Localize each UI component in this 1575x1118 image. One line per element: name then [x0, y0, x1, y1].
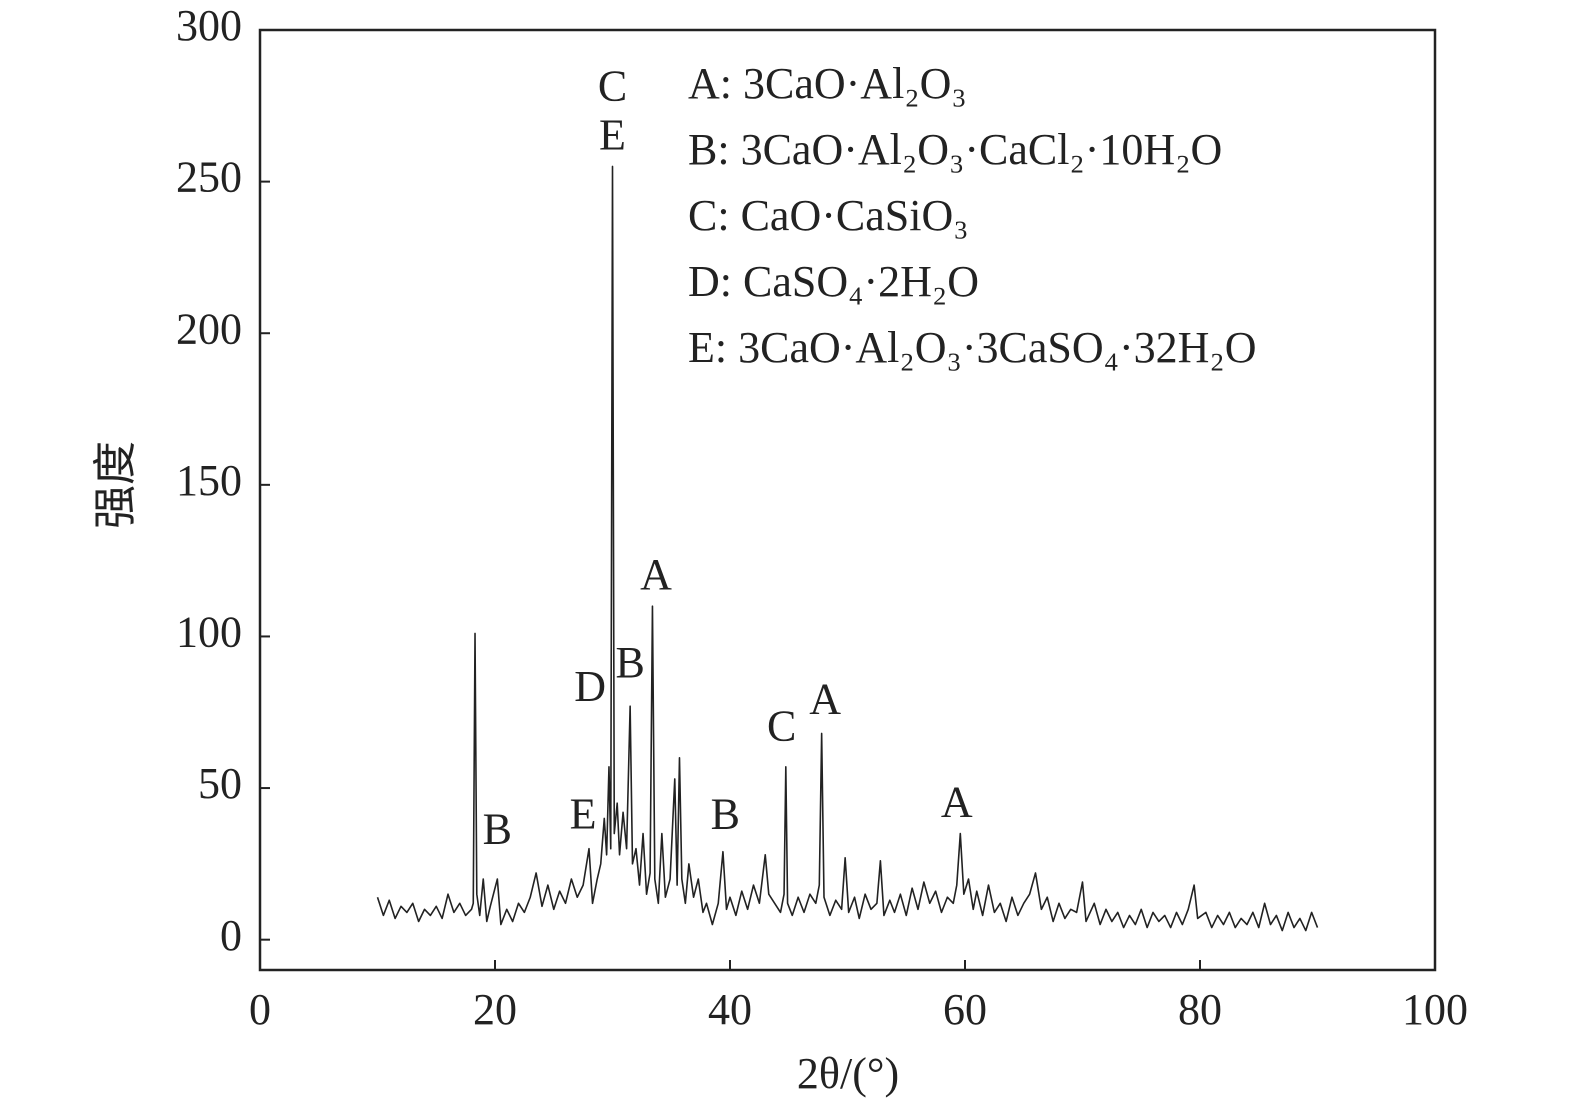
phase-legend: E: 3CaO·Al₂O₃·3CaSO₄·32H₂O: [688, 323, 1257, 372]
x-tick-label: 80: [1178, 985, 1222, 1034]
phase-legend: D: CaSO₄·2H₂O: [688, 257, 979, 306]
y-tick-label: 50: [198, 759, 242, 808]
x-axis-title: 2θ/(°): [797, 1049, 899, 1098]
peak-label: A: [941, 777, 973, 826]
y-tick-label: 300: [176, 1, 242, 50]
x-tick-label: 60: [943, 985, 987, 1034]
x-tick-label: 0: [249, 985, 271, 1034]
peak-label: B: [615, 638, 644, 687]
y-tick-label: 100: [176, 608, 242, 657]
plot-frame: [258, 28, 1437, 972]
phase-legend: B: 3CaO·Al₂O₃·CaCl₂·10H₂O: [688, 125, 1222, 174]
peak-label: E: [570, 789, 597, 838]
x-tick-label: 20: [473, 985, 517, 1034]
phase-legend: A: 3CaO·Al₂O₃: [688, 59, 967, 108]
y-tick-label: 200: [176, 304, 242, 353]
y-tick-label: 150: [176, 456, 242, 505]
peak-label: E: [599, 110, 626, 159]
peak-label: A: [640, 550, 672, 599]
y-tick-label: 0: [220, 911, 242, 960]
peak-label: C: [767, 702, 796, 751]
peak-label: D: [574, 662, 606, 711]
peak-label: C: [598, 62, 627, 111]
xrd-line: [376, 165, 1319, 932]
phase-legend: C: CaO·CaSiO₃: [688, 191, 969, 240]
x-tick-label: 100: [1402, 985, 1468, 1034]
y-axis-title: 强度: [91, 441, 140, 529]
y-tick-label: 250: [176, 153, 242, 202]
peak-label: A: [809, 674, 841, 723]
peak-label: B: [711, 789, 740, 838]
x-tick-label: 40: [708, 985, 752, 1034]
peak-label: B: [483, 805, 512, 854]
